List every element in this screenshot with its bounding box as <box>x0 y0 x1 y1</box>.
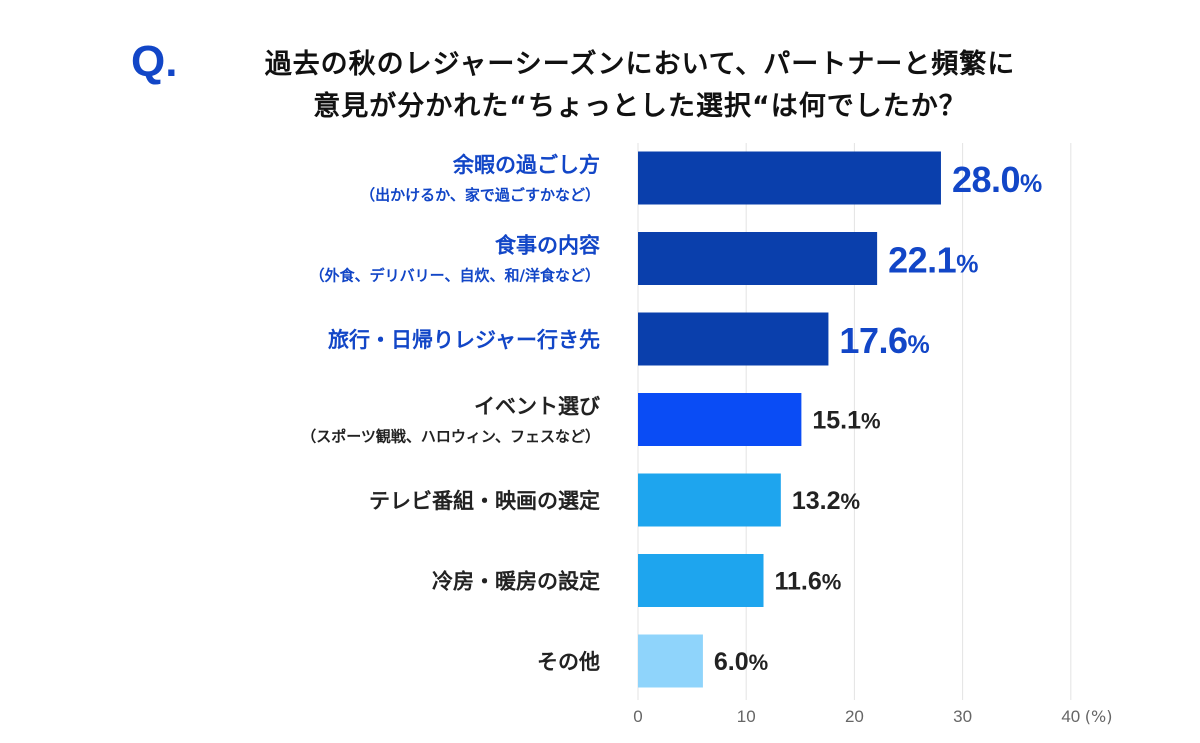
value-label: 17.6% <box>839 320 929 361</box>
value-number: 13.2 <box>792 487 841 515</box>
bar <box>638 312 829 366</box>
value-number: 17.6 <box>839 320 907 361</box>
question-title: 過去の秋のレジャーシーズンにおいて、パートナーと頻繁に 意見が分かれた“ちょっと… <box>200 44 1080 128</box>
value-label: 15.1% <box>812 407 880 435</box>
value-number: 11.6 <box>775 568 822 596</box>
x-tick-label: 0 <box>633 707 642 726</box>
x-tick-label: 30 <box>953 707 972 726</box>
bar <box>638 393 802 446</box>
bar <box>638 473 781 527</box>
question-mark: Q. <box>131 37 178 86</box>
category-label: その他 <box>537 650 600 674</box>
x-axis-unit: (%) <box>1085 707 1113 726</box>
bar <box>638 634 703 688</box>
value-unit: % <box>908 331 930 359</box>
question-line-2: 意見が分かれた“ちょっとした選択“は何でしたか？ <box>313 91 967 122</box>
value-label: 6.0% <box>714 648 768 676</box>
category-label: 冷房・暖房の設定 <box>432 570 600 594</box>
bar <box>638 554 764 607</box>
bar <box>638 151 941 205</box>
value-unit: % <box>1020 170 1042 198</box>
value-number: 28.0 <box>952 159 1020 200</box>
category-sublabel: （外食、デリバリー、自炊、和/洋食など） <box>310 267 600 285</box>
category-sublabel: （スポーツ観戦、ハロウィン、フェスなど） <box>301 428 600 446</box>
value-unit: % <box>861 409 881 434</box>
value-label: 28.0% <box>952 159 1042 200</box>
category-label: 旅行・日帰りレジャー行き先 <box>328 328 600 352</box>
category-label: テレビ番組・映画の選定 <box>369 489 600 513</box>
value-label: 11.6% <box>775 568 842 596</box>
value-unit: % <box>956 251 978 279</box>
x-tick-label: 40 <box>1061 707 1080 726</box>
value-label: 13.2% <box>792 487 860 515</box>
category-label: 余暇の過ごし方 <box>452 153 600 177</box>
value-label: 22.1% <box>888 240 978 281</box>
bar <box>638 232 878 285</box>
value-number: 15.1 <box>812 407 861 435</box>
question-line-1: 過去の秋のレジャーシーズンにおいて、パートナーと頻繁に <box>264 49 1016 80</box>
category-label: イベント選び <box>474 395 600 419</box>
category-sublabel: （出かけるか、家で過ごすかなど） <box>360 186 600 204</box>
value-number: 22.1 <box>888 240 957 281</box>
value-unit: % <box>822 570 842 595</box>
category-label: 食事の内容 <box>495 234 600 258</box>
value-unit: % <box>840 489 860 514</box>
value-unit: % <box>749 650 769 675</box>
value-number: 6.0 <box>714 648 749 676</box>
x-tick-label: 20 <box>845 707 864 726</box>
x-tick-label: 10 <box>737 707 756 726</box>
